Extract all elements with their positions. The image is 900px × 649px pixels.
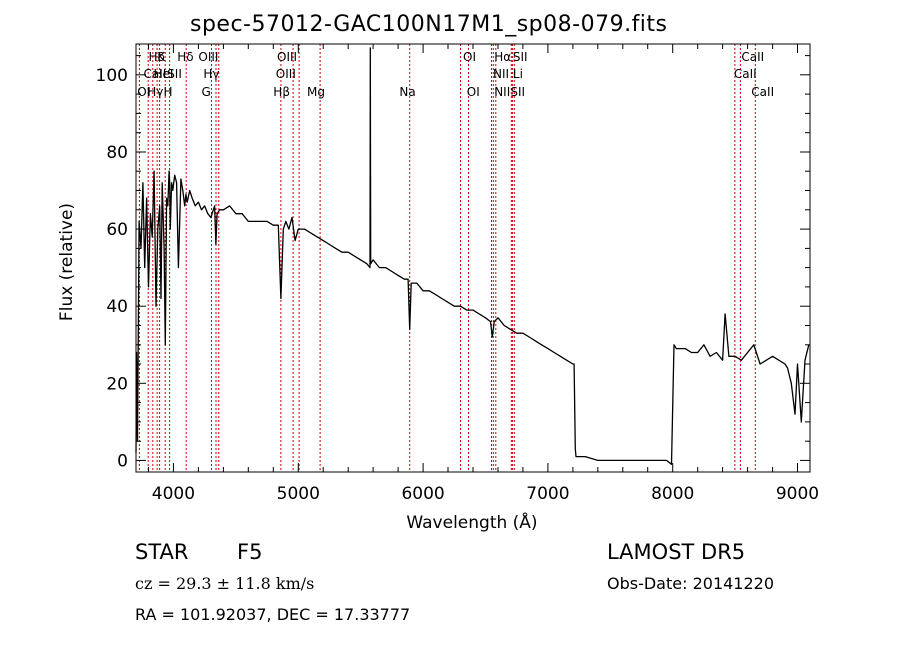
line-label: OI [137, 85, 150, 99]
line-label: K [157, 50, 166, 64]
y-axis-ticks: 0 20 40 60 80 100 [96, 55, 810, 471]
obs-date: Obs-Date: 20141220 [607, 574, 775, 593]
line-label: OIII [277, 50, 297, 64]
line-label: Hγ [147, 85, 163, 99]
line-label: Hγ [203, 67, 219, 81]
spectrum-line-group [135, 47, 810, 465]
line-label: NII [494, 85, 510, 99]
y-axis-label: Flux (relative) [57, 203, 77, 321]
x-tick-label: 8000 [651, 484, 694, 504]
line-label: SII [167, 67, 182, 81]
survey-label: LAMOST DR5 [607, 540, 746, 564]
line-label: Hα [494, 50, 511, 64]
line-label: Hδ [177, 50, 193, 64]
line-label: OI [463, 50, 476, 64]
x-axis-ticks: 4000 5000 6000 7000 8000 9000 [148, 44, 819, 504]
x-tick-label: 6000 [401, 484, 444, 504]
line-label: G [202, 85, 211, 99]
line-label: CaII [734, 67, 757, 81]
line-label: Hβ [273, 85, 290, 99]
y-tick-label: 20 [106, 374, 128, 394]
y-tick-label: 100 [96, 66, 128, 86]
object-subclass: F5 [237, 540, 263, 564]
object-class: STAR [135, 540, 189, 564]
line-label: SII [513, 50, 528, 64]
redshift-value: cz = 29.3 ± 11.8 km/s [135, 574, 315, 593]
x-axis-label: Wavelength (Å) [406, 511, 537, 533]
line-label: Na [399, 85, 415, 99]
y-tick-label: 80 [106, 143, 128, 163]
plot-frame [135, 43, 811, 473]
line-label: H [164, 85, 173, 99]
ra-dec: RA = 101.92037, DEC = 17.33777 [135, 605, 411, 624]
chart-title: spec-57012-GAC100N17M1_sp08-079.fits [190, 12, 668, 37]
x-tick-label: 9000 [776, 484, 819, 504]
line-label: NII [493, 67, 509, 81]
line-label: Mg [307, 85, 325, 99]
line-label: Hδ [149, 50, 165, 64]
line-label: CaII [741, 50, 764, 64]
line-label: CaII [751, 85, 774, 99]
x-tick-label: 7000 [526, 484, 569, 504]
line-label: OIII [276, 67, 296, 81]
line-label: SII [510, 85, 525, 99]
spectrum-line [135, 47, 810, 465]
line-label: OIII [198, 50, 218, 64]
line-label: Li [513, 67, 523, 81]
line-marker-group [138, 44, 756, 472]
plot-border [135, 43, 811, 473]
line-label: CaII [144, 67, 167, 81]
line-label: OI [467, 85, 480, 99]
y-tick-label: 0 [117, 451, 128, 471]
y-tick-label: 40 [106, 297, 128, 317]
line-label: HeI [154, 67, 174, 81]
x-tick-label: 5000 [277, 484, 320, 504]
y-tick-label: 60 [106, 220, 128, 240]
x-tick-label: 4000 [152, 484, 195, 504]
